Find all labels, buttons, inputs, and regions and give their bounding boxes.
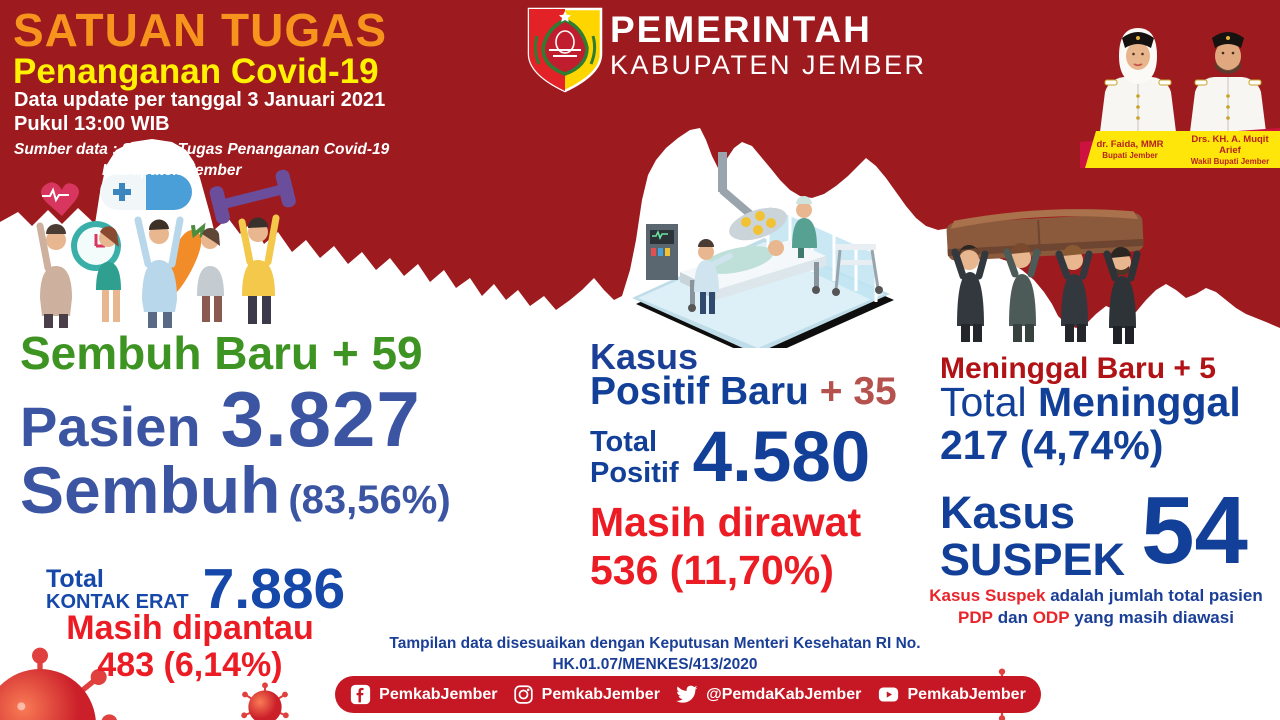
twitter-icon bbox=[676, 685, 698, 703]
positive-total-label2: Positif bbox=[590, 456, 679, 489]
government-line1: PEMERINTAH bbox=[610, 9, 872, 50]
facebook-link[interactable]: PemkabJember bbox=[350, 684, 497, 705]
positive-total-label1: Total bbox=[590, 426, 658, 459]
update-date: Data update per tanggal 3 Januari 2021 bbox=[14, 89, 386, 111]
virus-decoration-small-left bbox=[241, 682, 289, 720]
deaths-new-value: + 5 bbox=[1165, 352, 1216, 385]
twitter-link[interactable]: @PemdaKabJember bbox=[675, 683, 861, 706]
positive-new-value: + 35 bbox=[808, 370, 897, 413]
taskforce-subtitle: Penanganan Covid-19 bbox=[13, 52, 379, 91]
in-care-value: 536 (11,70%) bbox=[590, 547, 834, 594]
taskforce-title: SATUAN TUGAS bbox=[13, 4, 388, 56]
suspect-note-text1: adalah jumlah total pasien bbox=[1045, 586, 1263, 605]
positive-new-label: Positif Baru bbox=[590, 370, 809, 413]
recovered-total-line: Pasien 3.827 bbox=[20, 374, 421, 465]
contacts-monitored-label: Masih dipantau bbox=[66, 609, 314, 647]
positive-total-block: Total Positif 4.580 bbox=[590, 417, 870, 498]
officials-name-ribbon: dr. Faida, MMR Bupati Jember Drs. KH. A.… bbox=[1085, 131, 1280, 168]
contacts-monitored-block: Masih dipantau 483 (6,14%) bbox=[40, 609, 340, 685]
virus-decoration-large bbox=[0, 647, 117, 720]
recovered-new-line: Sembuh Baru + 59 bbox=[20, 326, 423, 380]
data-source-info: Sumber data : Satuan Tugas Penanganan Co… bbox=[14, 140, 389, 182]
suspect-label1: Kasus bbox=[940, 486, 1076, 538]
suspect-note-text2: dan bbox=[993, 608, 1033, 628]
vice-regent-name-cell: Drs. KH. A. Muqit Arief Wakil Bupati Jem… bbox=[1180, 133, 1280, 166]
source-line1: Sumber data : Satuan Tugas Penanganan Co… bbox=[14, 141, 390, 158]
suspect-block: Kasus SUSPEK 54 bbox=[940, 477, 1248, 586]
contacts-label2: KONTAK ERAT bbox=[46, 590, 189, 613]
positive-total-value: 4.580 bbox=[692, 418, 871, 497]
contacts-monitored-value: 483 (6,14%) bbox=[97, 646, 283, 685]
close-contacts-block: Total KONTAK ERAT 7.886 bbox=[46, 556, 345, 622]
suspect-note-text3: yang masih diawasi bbox=[1069, 608, 1234, 628]
instagram-handle: PemkabJember bbox=[541, 685, 660, 703]
regulation-note-bold: Keputusan Menteri Kesehatan RI No. HK.01… bbox=[552, 635, 921, 673]
regulation-note-regular: Tampilan data disesuaikan dengan bbox=[389, 635, 650, 652]
positive-new-line: Positif Baru + 35 bbox=[590, 370, 897, 414]
recovered-percentage: (83,56%) bbox=[288, 478, 451, 522]
government-title: PEMERINTAH KABUPATEN JEMBER bbox=[610, 9, 927, 80]
jember-regency-emblem-icon bbox=[527, 7, 603, 93]
suspect-label2: SUSPEK bbox=[940, 534, 1126, 585]
instagram-link[interactable]: PemkabJember bbox=[513, 684, 660, 705]
suspect-value: 54 bbox=[1141, 477, 1248, 584]
contacts-label1: Total bbox=[46, 564, 104, 593]
in-care-block: Masih dirawat 536 (11,70%) bbox=[590, 498, 861, 595]
youtube-icon bbox=[878, 687, 898, 702]
recovered-word2: Sembuh bbox=[20, 453, 281, 527]
deaths-new-label: Meninggal Baru bbox=[940, 352, 1166, 385]
suspect-definition-note: Kasus Suspek adalah jumlah total pasien … bbox=[928, 585, 1264, 629]
contacts-total-value: 7.886 bbox=[202, 557, 346, 621]
facebook-handle: PemkabJember bbox=[379, 685, 498, 703]
regent-name-cell: dr. Faida, MMR Bupati Jember bbox=[1085, 138, 1180, 161]
regent-name: dr. Faida, MMR bbox=[1096, 139, 1164, 151]
deaths-total-block: Total Meninggal 217 (4,74%) bbox=[940, 379, 1241, 469]
suspect-note-bold2: PDP bbox=[958, 608, 994, 628]
suspect-note-bold3: ODP bbox=[1032, 608, 1070, 628]
youtube-link[interactable]: PemkabJember bbox=[877, 684, 1026, 705]
funeral-coffin-illustration bbox=[946, 209, 1144, 344]
recovered-new-value: + 59 bbox=[331, 327, 423, 379]
regent-title: Bupati Jember bbox=[1102, 151, 1158, 161]
officials-portraits bbox=[1100, 28, 1266, 132]
positive-label-line1: Kasus bbox=[590, 336, 699, 377]
in-care-label: Masih dirawat bbox=[590, 499, 862, 545]
update-time: Pukul 13:00 WIB bbox=[14, 113, 170, 136]
deaths-total-value: 217 (4,74%) bbox=[940, 422, 1164, 469]
hospital-room-illustration bbox=[632, 152, 894, 348]
deaths-new-line: Meninggal Baru + 5 bbox=[940, 352, 1216, 386]
government-line2: KABUPATEN JEMBER bbox=[610, 49, 927, 80]
social-media-bar: PemkabJember PemkabJember @PemdaKabJembe… bbox=[335, 676, 1041, 713]
data-update-info: Data update per tanggal 3 Januari 2021 P… bbox=[14, 88, 385, 137]
recovered-total-value: 3.827 bbox=[220, 375, 421, 463]
recovered-people-illustration bbox=[36, 169, 296, 328]
vice-regent-title: Wakil Bupati Jember bbox=[1190, 156, 1270, 166]
youtube-handle: PemkabJember bbox=[907, 685, 1026, 703]
deaths-total-label-a: Total bbox=[940, 379, 1038, 425]
vice-regent-name: Drs. KH. A. Muqit Arief bbox=[1191, 133, 1269, 156]
deaths-total-label-b: Meninggal bbox=[1038, 379, 1241, 425]
instagram-icon bbox=[513, 685, 533, 704]
header-background-shape bbox=[0, 0, 1280, 328]
suspect-note-bold1: Kasus Suspek bbox=[929, 586, 1046, 605]
facebook-icon bbox=[351, 684, 371, 705]
recovered-word1: Pasien bbox=[20, 395, 201, 458]
source-line2: Kabupaten Jember bbox=[102, 161, 242, 179]
twitter-handle: @PemdaKabJember bbox=[706, 685, 862, 703]
recovered-word-line: Sembuh (83,56%) bbox=[20, 452, 451, 528]
recovered-new-label: Sembuh Baru bbox=[20, 327, 332, 379]
